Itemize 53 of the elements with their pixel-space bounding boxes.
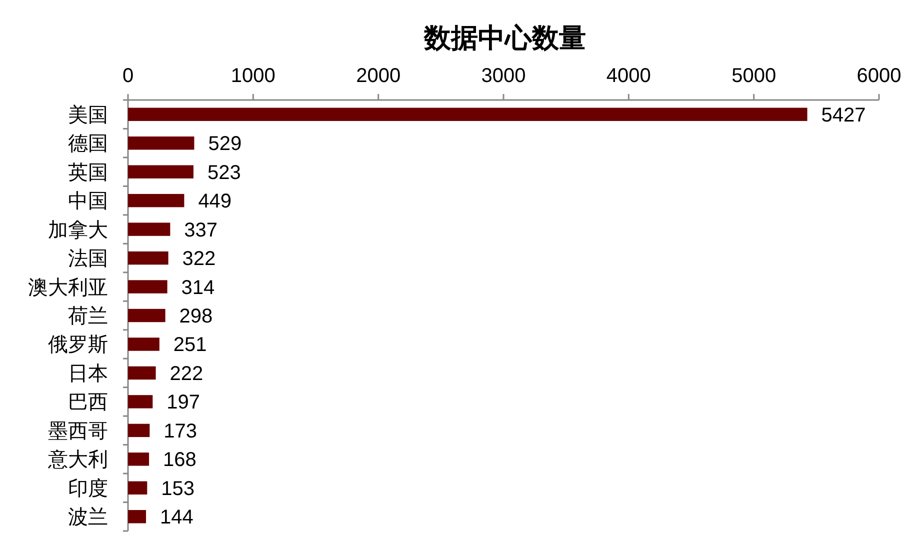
y-tick-label: 巴西 — [68, 392, 108, 414]
data-label: 5427 — [821, 104, 866, 126]
y-tick-label: 中国 — [68, 190, 108, 213]
y-tick-label: 美国 — [68, 103, 108, 126]
bar — [128, 108, 808, 121]
data-label: 529 — [208, 133, 242, 156]
data-label: 298 — [179, 306, 213, 328]
data-label: 449 — [198, 190, 232, 213]
y-tick-label: 英国 — [68, 162, 108, 184]
x-tick-label: 3000 — [481, 65, 526, 87]
y-tick-label: 日本 — [68, 362, 108, 385]
y-tick-label: 澳大利亚 — [28, 276, 108, 299]
data-label: 153 — [161, 478, 195, 500]
data-label: 197 — [166, 392, 200, 414]
y-tick-label: 加拿大 — [48, 219, 108, 242]
x-tick-label: 6000 — [856, 65, 902, 87]
x-tick-label: 5000 — [732, 65, 776, 87]
bar — [128, 222, 170, 236]
bar — [128, 308, 166, 322]
bar — [128, 136, 194, 150]
x-tick-label: 4000 — [606, 65, 651, 87]
bar — [128, 366, 156, 380]
y-tick-label: 意大利 — [47, 449, 108, 472]
bar — [128, 280, 168, 294]
y-tick-label: 荷兰 — [68, 306, 108, 328]
y-tick-label: 波兰 — [68, 506, 108, 529]
y-tick-label: 印度 — [68, 478, 108, 500]
bar — [128, 481, 148, 495]
bar — [128, 452, 150, 466]
bar — [128, 424, 150, 438]
data-label: 222 — [170, 362, 204, 385]
data-label: 337 — [184, 219, 218, 242]
x-tick-label: 2000 — [356, 65, 401, 87]
x-tick-label: 1000 — [230, 65, 276, 87]
bar — [128, 338, 160, 351]
chart-title: 数据中心数量 — [423, 23, 586, 53]
data-label: 314 — [181, 276, 215, 299]
y-tick-label: 俄罗斯 — [48, 334, 108, 356]
bar — [128, 165, 194, 178]
data-label: 251 — [173, 334, 207, 356]
data-label: 523 — [207, 162, 241, 184]
bar — [128, 194, 184, 208]
data-label: 144 — [160, 506, 194, 529]
y-tick-label: 德国 — [68, 133, 108, 156]
data-label: 322 — [182, 248, 216, 270]
bar — [128, 395, 153, 408]
y-tick-label: 墨西哥 — [48, 420, 108, 442]
data-label: 173 — [164, 420, 198, 442]
bar — [128, 510, 146, 524]
data-label: 168 — [163, 449, 196, 472]
bar — [128, 251, 168, 265]
y-tick-label: 法国 — [68, 248, 108, 270]
x-tick-label: 0 — [122, 65, 134, 87]
